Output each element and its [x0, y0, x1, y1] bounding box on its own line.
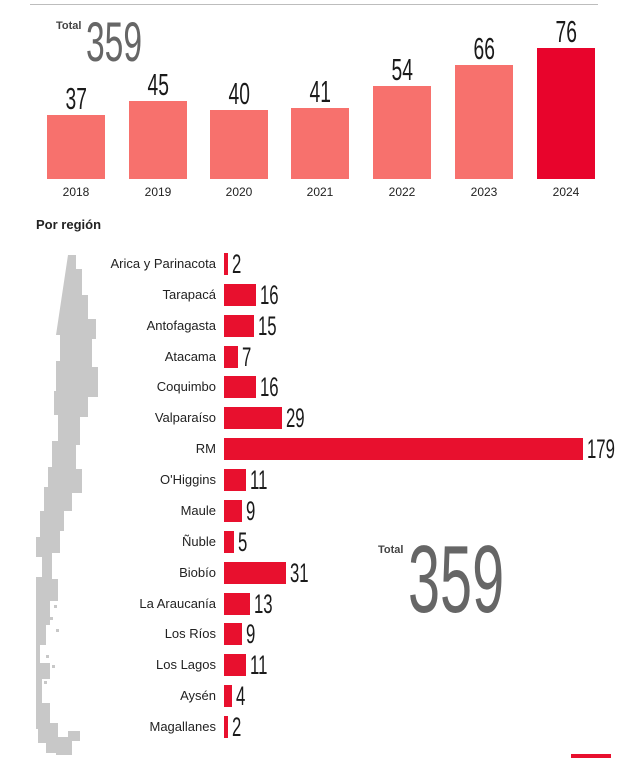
region-bar [224, 499, 243, 522]
year-bar-value: 66 [455, 33, 513, 64]
region-bar [224, 253, 228, 275]
region-label: Magallanes [149, 719, 217, 735]
year-label: 2019 [144, 185, 172, 199]
region-bar-value: 7 [242, 341, 252, 372]
region-bar [224, 530, 235, 553]
region-bar-value: 11 [250, 650, 268, 681]
region-bar [224, 623, 243, 646]
region-bar-value: 15 [258, 310, 277, 341]
yearly-total-value: 359 [86, 10, 143, 73]
region-bar-value: 16 [260, 372, 279, 403]
region-bar [224, 592, 251, 615]
year-bar [455, 65, 513, 179]
region-label: Atacama [164, 348, 216, 364]
region-bar-value: 2 [232, 712, 242, 743]
region-label: RM [195, 441, 216, 457]
year-bar-value: 76 [537, 16, 595, 47]
year-bar-value: 41 [291, 76, 349, 107]
region-bar [224, 407, 283, 430]
region-total-value: 359 [408, 526, 505, 633]
year-label: 2022 [388, 185, 416, 199]
region-bar [224, 438, 583, 461]
year-bar-value-text: 41 [309, 74, 331, 110]
year-label: 2024 [552, 185, 580, 199]
year-label: 2021 [306, 185, 334, 199]
region-bar-value: 13 [254, 588, 273, 619]
year-label: 2018 [62, 185, 90, 199]
chile-map-icon [36, 255, 98, 755]
region-bar [224, 654, 247, 677]
year-bar [47, 115, 105, 179]
year-bar-value-text: 66 [473, 31, 495, 67]
region-label: Maule [180, 502, 216, 518]
year-bar-value: 37 [47, 83, 105, 114]
region-label: Tarapacá [162, 286, 216, 302]
region-bar-value: 5 [238, 526, 248, 557]
region-label: Ñuble [182, 533, 216, 549]
year-label: 2020 [225, 185, 253, 199]
year-bar [129, 101, 187, 179]
region-section-title: Por región [36, 217, 102, 232]
region-label: La Araucanía [139, 595, 216, 611]
region-label: Aysén [180, 688, 216, 704]
year-bar-value-text: 76 [555, 14, 577, 49]
top-divider [30, 4, 598, 5]
region-bar [224, 314, 255, 337]
region-total-label: Total [378, 544, 404, 556]
footer-accent-bar [571, 754, 611, 758]
region-bar [224, 283, 257, 306]
region-bar [224, 716, 228, 739]
year-bar-value-text: 54 [391, 51, 413, 87]
region-bar-value: 179 [587, 434, 615, 465]
year-bar [537, 48, 595, 179]
region-bar-value: 16 [260, 279, 279, 310]
year-bar-value: 40 [210, 78, 268, 109]
region-label: Biobío [179, 564, 216, 580]
year-label: 2023 [470, 185, 498, 199]
region-bar-value: 11 [250, 465, 268, 496]
region-bar [224, 561, 287, 584]
year-bar-value-text: 45 [147, 67, 169, 103]
region-bar-value: 9 [246, 619, 256, 650]
year-bar [291, 108, 349, 179]
region-label: Antofagasta [146, 317, 216, 333]
region-label: Arica y Parinacota [110, 256, 217, 271]
year-bar-value: 54 [373, 54, 431, 85]
region-label: Coquimbo [156, 379, 216, 395]
region-label: O'Higgins [160, 472, 216, 488]
year-bar-value: 45 [129, 69, 187, 100]
region-bar-value: 9 [246, 495, 256, 526]
region-label: Los Lagos [156, 657, 216, 673]
region-bar [224, 685, 233, 708]
region-bar [224, 345, 239, 368]
region-bar [224, 376, 257, 399]
region-bar-value: 31 [290, 557, 309, 588]
yearly-total-label: Total [56, 20, 82, 32]
region-bar-value: 29 [286, 403, 305, 434]
region-bar-value: 4 [236, 681, 246, 712]
year-bar-value-text: 40 [228, 76, 250, 112]
region-bar [224, 469, 247, 492]
region-label: Los Ríos [164, 626, 216, 642]
region-bar-value: 2 [232, 249, 242, 279]
year-bar-value-text: 37 [65, 81, 87, 117]
year-bar [210, 110, 268, 179]
region-label: Valparaíso [154, 410, 216, 426]
year-bar [373, 85, 431, 179]
